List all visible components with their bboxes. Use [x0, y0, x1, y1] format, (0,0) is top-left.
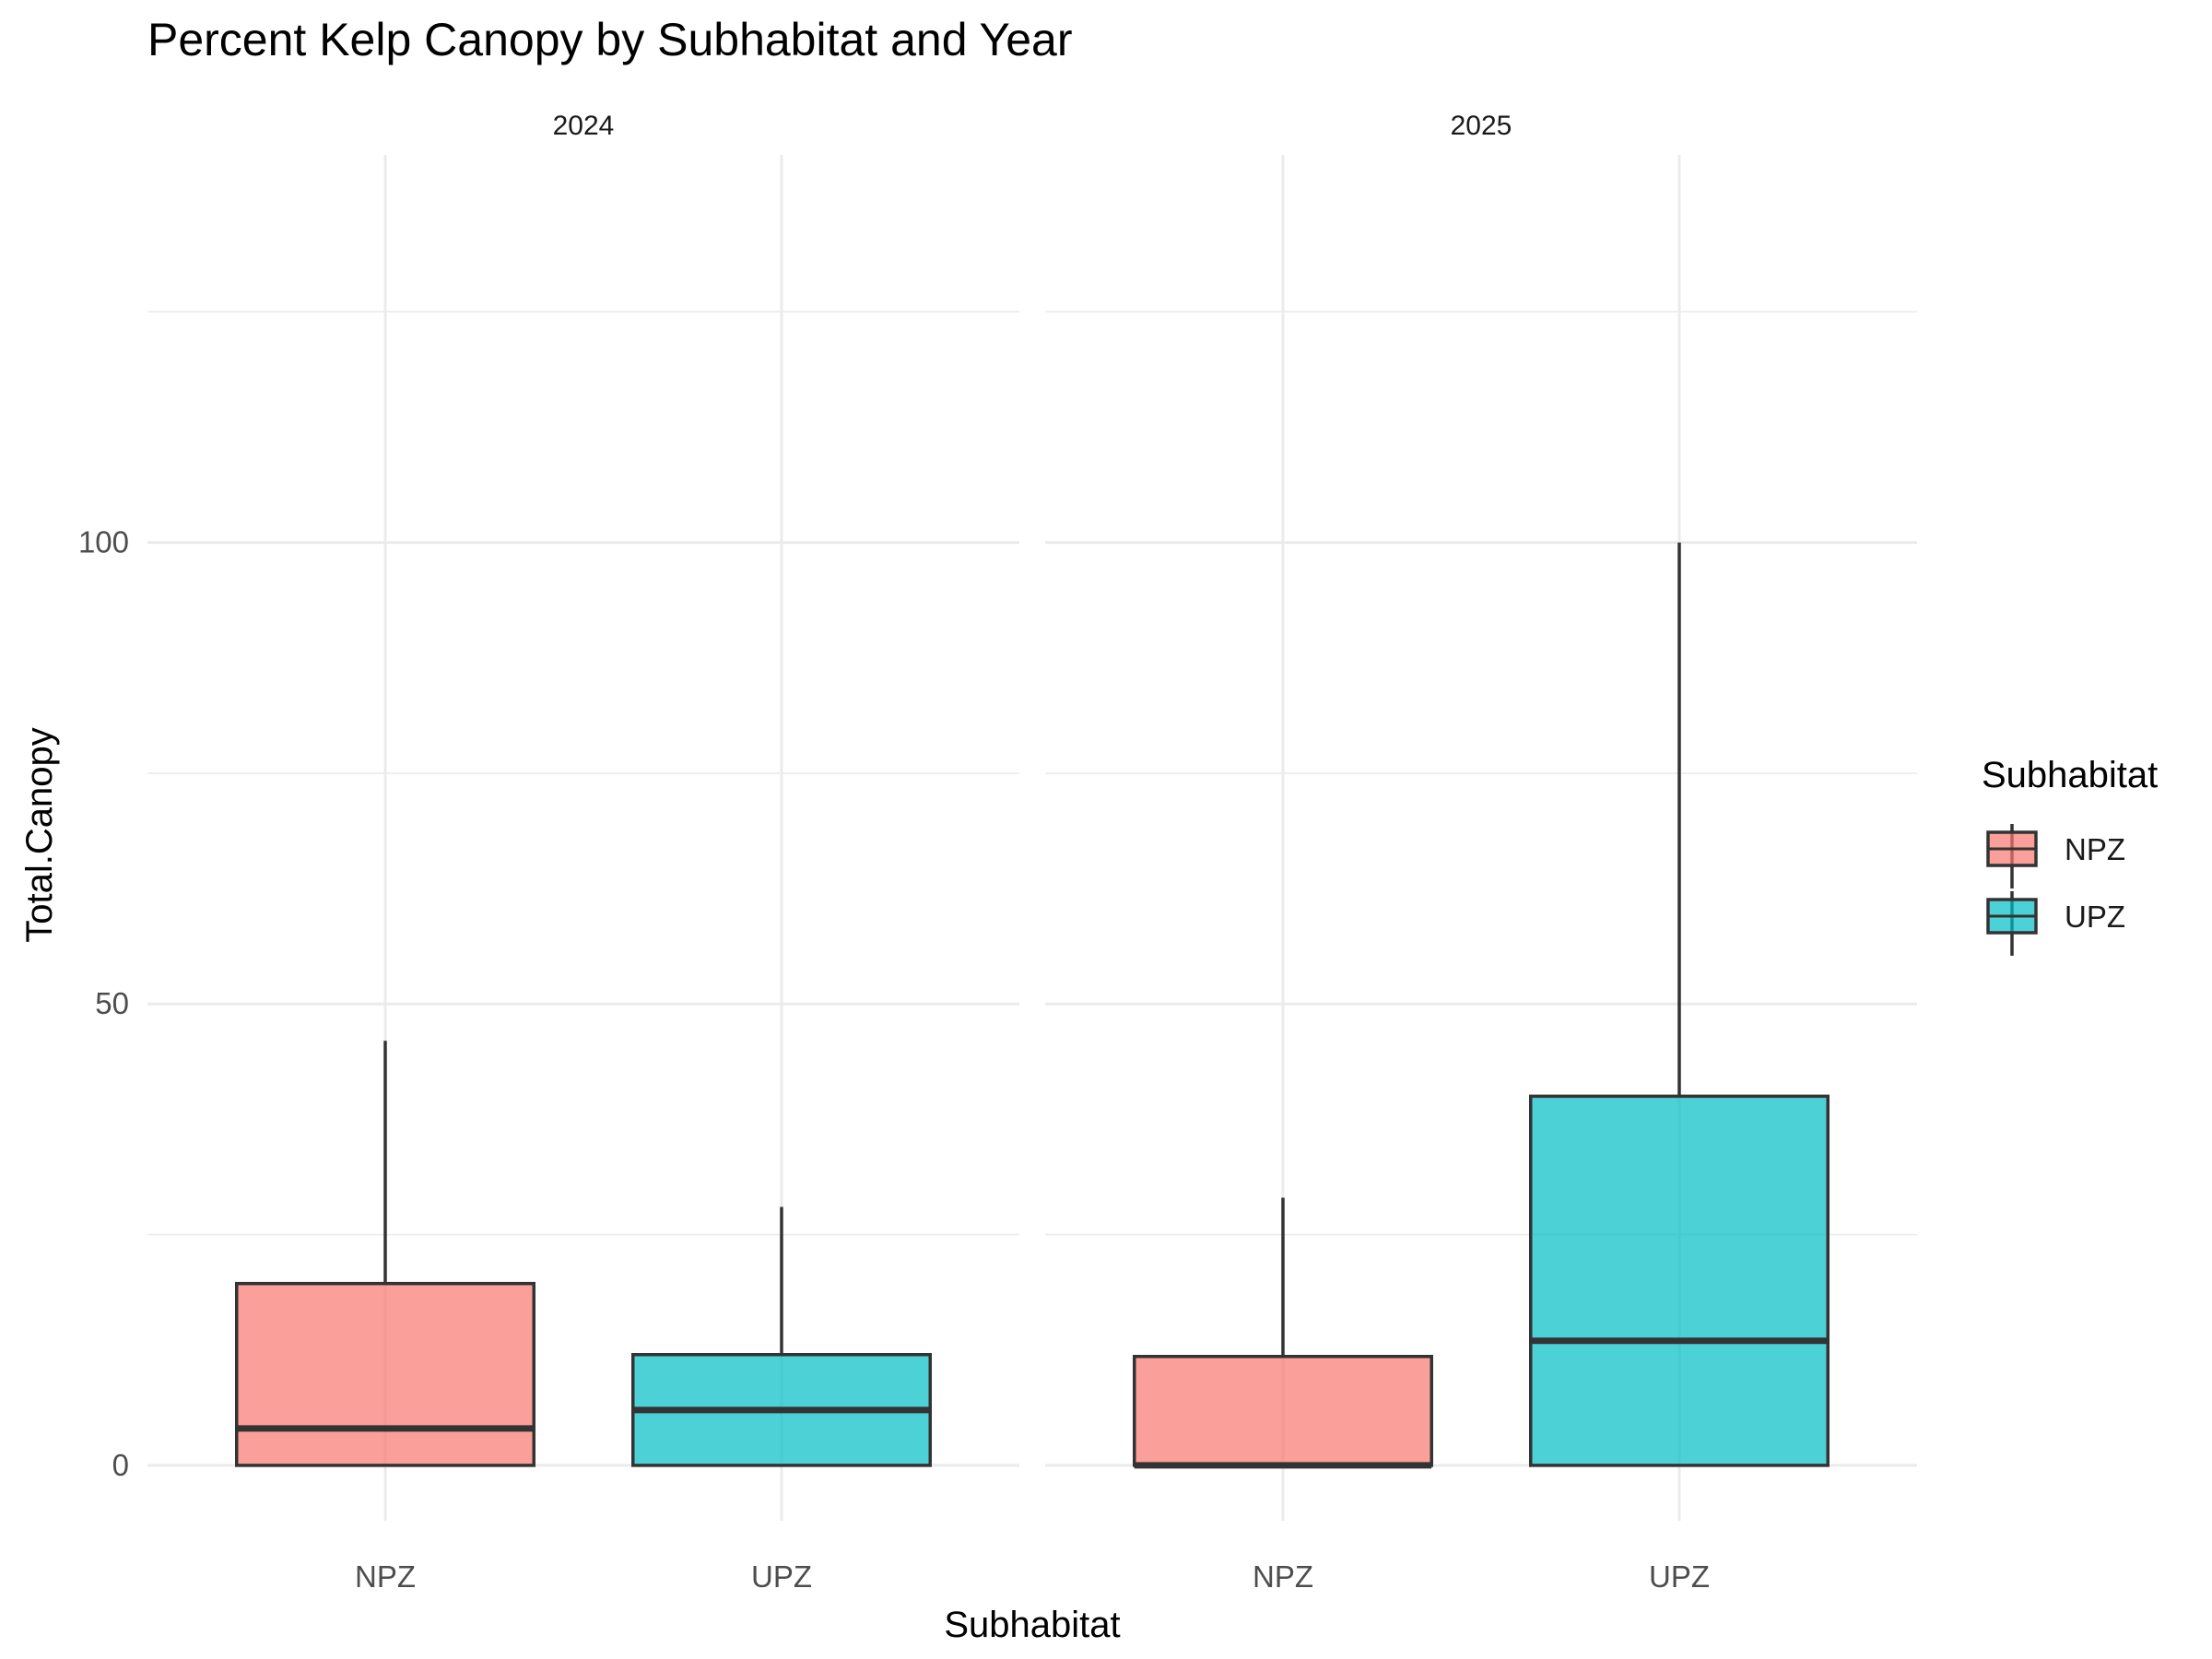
- y-tick-label: 100: [78, 525, 129, 559]
- legend-label: NPZ: [2065, 832, 2125, 866]
- facet-panel-2024: 2024 NPZ UPZ: [147, 111, 1019, 1594]
- y-tick-label: 0: [112, 1448, 129, 1482]
- legend-key-NPZ: [1986, 824, 2038, 888]
- box-iqr: [235, 1281, 535, 1467]
- legend-title: Subhabitat: [1982, 755, 2158, 795]
- y-axis-title: Total.Canopy: [19, 727, 60, 942]
- box-NPZ: [1133, 1197, 1433, 1469]
- legend-label: UPZ: [2065, 900, 2125, 934]
- box-UPZ: [631, 1206, 932, 1467]
- x-tick-label: UPZ: [751, 1559, 812, 1594]
- box-NPZ: [235, 1041, 535, 1467]
- legend: Subhabitat NPZ UPZ: [1982, 755, 2158, 956]
- box-UPZ: [1529, 542, 1830, 1467]
- facet-panels: 2024 NPZ UPZ 2025 NPZ UPZ 0 50 100: [78, 111, 1917, 1594]
- x-tick-label: UPZ: [1649, 1559, 1710, 1594]
- box-iqr: [1133, 1355, 1433, 1467]
- facet-strip-label: 2025: [1451, 111, 1512, 141]
- x-axis-title: Subhabitat: [944, 1605, 1120, 1645]
- legend-key-UPZ: [1986, 891, 2038, 956]
- chart-title: Percent Kelp Canopy by Subhabitat and Ye…: [147, 14, 1073, 65]
- y-tick-label: 50: [95, 986, 129, 1020]
- facet-strip-label: 2024: [553, 111, 615, 141]
- x-tick-label: NPZ: [1253, 1559, 1313, 1594]
- x-tick-label: NPZ: [355, 1559, 416, 1594]
- facet-panel-2025: 2025 NPZ UPZ: [1045, 111, 1917, 1594]
- box-iqr: [1529, 1094, 1830, 1467]
